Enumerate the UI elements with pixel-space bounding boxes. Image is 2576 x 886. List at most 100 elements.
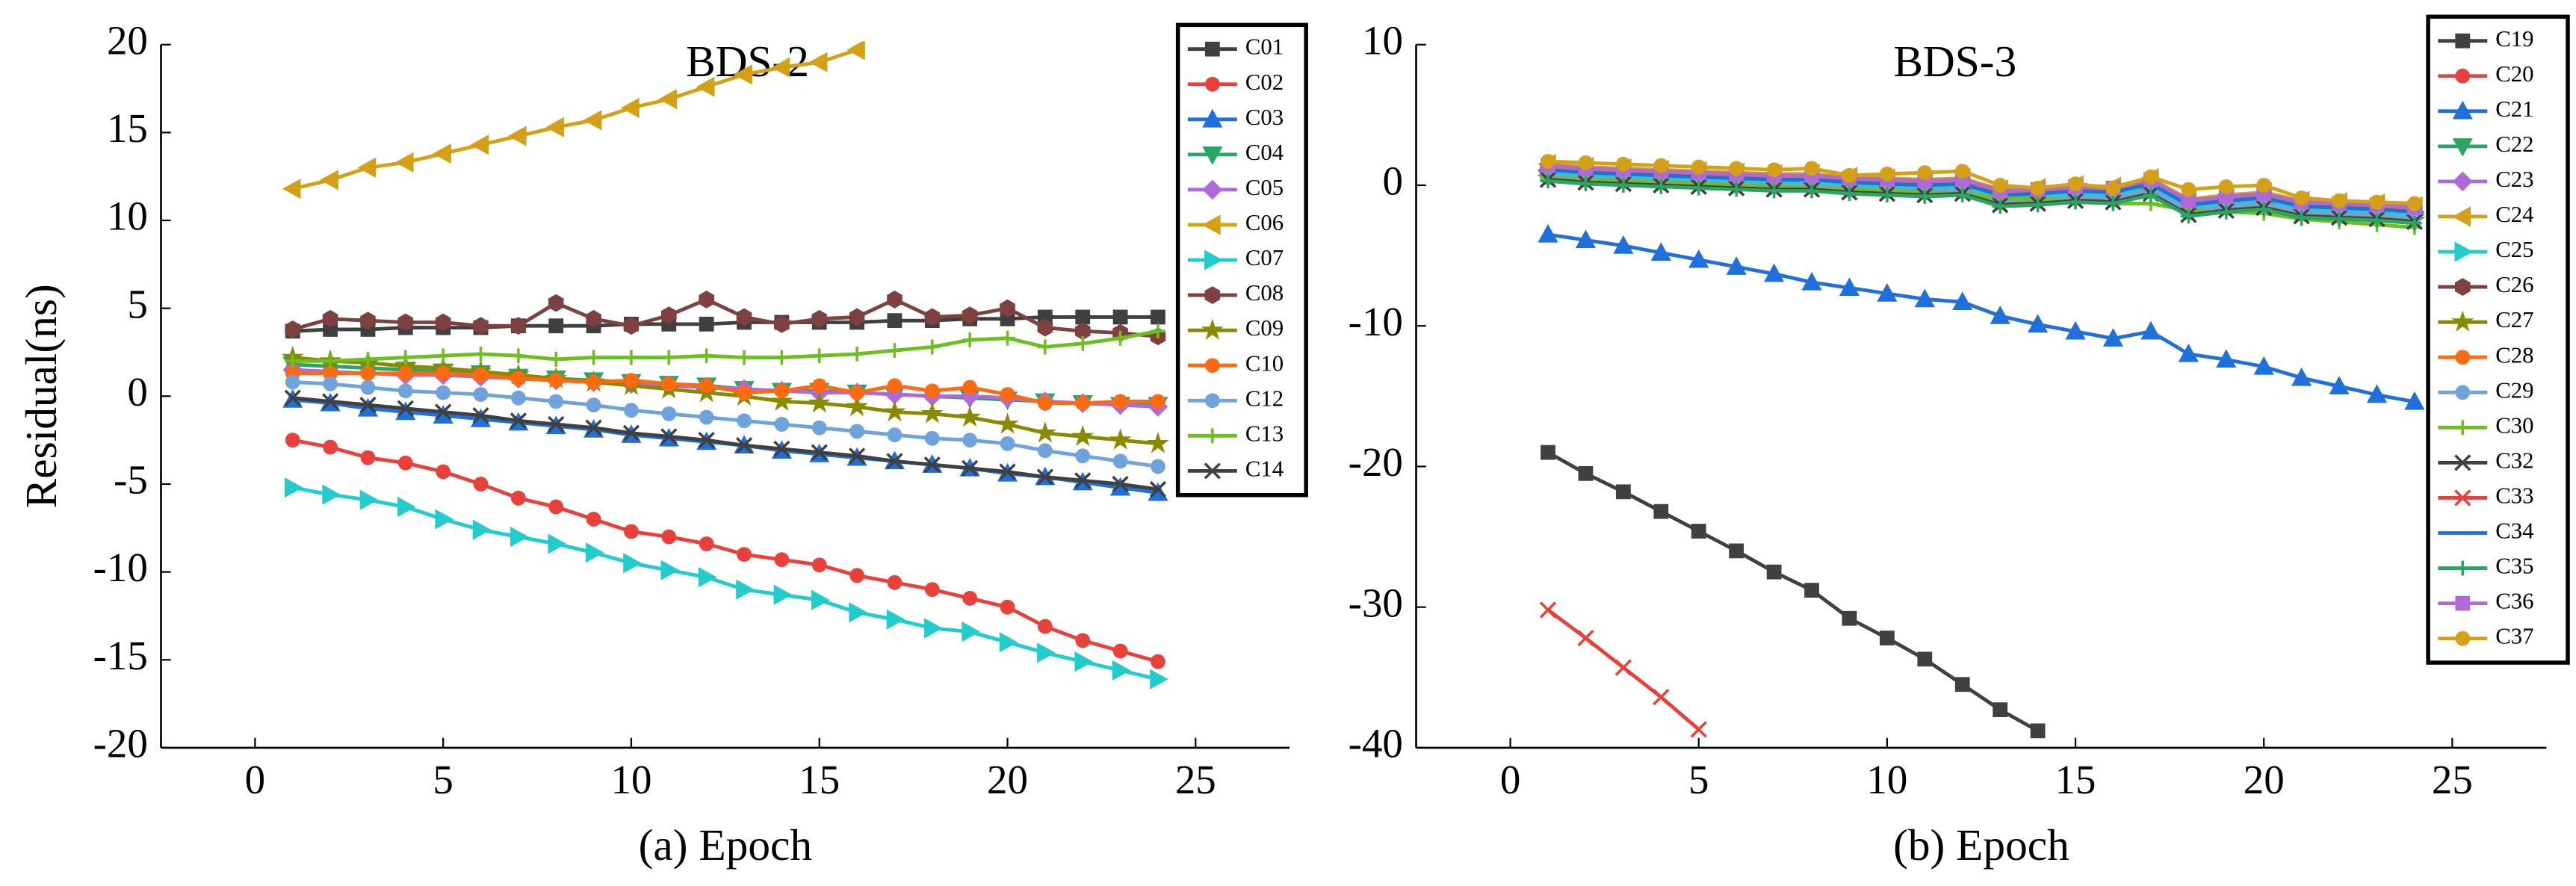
x-axis-label: (b) Epoch bbox=[1893, 820, 2069, 870]
data-point bbox=[2291, 367, 2312, 386]
legend-marker bbox=[1204, 358, 1220, 374]
data-point bbox=[397, 383, 413, 399]
data-point bbox=[661, 350, 677, 365]
data-point bbox=[1112, 475, 1129, 493]
data-point bbox=[1577, 629, 1594, 647]
y-tick-label: -10 bbox=[93, 545, 148, 590]
data-point bbox=[472, 407, 489, 424]
data-point bbox=[473, 477, 489, 492]
legend-label: C32 bbox=[2495, 447, 2533, 473]
data-point bbox=[1842, 167, 1857, 183]
data-point bbox=[811, 557, 827, 573]
data-point bbox=[846, 394, 869, 417]
data-point bbox=[2407, 196, 2422, 211]
data-point bbox=[436, 365, 451, 381]
data-point bbox=[774, 315, 790, 333]
data-point bbox=[586, 350, 601, 365]
data-point bbox=[1075, 309, 1091, 325]
data-point bbox=[397, 496, 416, 518]
legend-box bbox=[2426, 14, 2570, 665]
data-point bbox=[284, 389, 301, 406]
data-point bbox=[735, 437, 753, 454]
data-point bbox=[1150, 669, 1168, 690]
data-point bbox=[397, 313, 414, 332]
data-point bbox=[1538, 223, 1558, 243]
data-point bbox=[320, 170, 338, 190]
data-point bbox=[548, 394, 564, 409]
data-point bbox=[1729, 161, 1744, 176]
plot-area bbox=[1537, 154, 2426, 739]
legend-label: C09 bbox=[1245, 315, 1284, 341]
data-point bbox=[622, 424, 640, 442]
data-point bbox=[2216, 349, 2237, 368]
data-point bbox=[436, 348, 451, 364]
data-point bbox=[473, 317, 489, 335]
data-point bbox=[1766, 564, 1782, 580]
data-point bbox=[510, 526, 529, 548]
legend-label: C23 bbox=[2495, 167, 2533, 192]
data-point bbox=[737, 547, 752, 562]
data-point bbox=[811, 378, 827, 394]
data-point bbox=[548, 294, 564, 312]
y-axis-label: Residual(ns) bbox=[16, 284, 66, 508]
chart-panel: -40 -30 -20 -10 0 10 0 5 10 15 20 25 BDS-3 (b) Epoch C… bbox=[1349, 14, 2570, 870]
data-point bbox=[1071, 424, 1095, 447]
data-point bbox=[433, 143, 451, 164]
data-point bbox=[1151, 323, 1165, 339]
series-line bbox=[292, 396, 1159, 492]
data-point bbox=[962, 332, 978, 347]
data-point bbox=[473, 346, 489, 362]
data-point bbox=[1151, 654, 1165, 669]
legend-marker bbox=[1204, 41, 1220, 57]
legend-marker bbox=[2454, 454, 2471, 471]
data-point bbox=[1691, 524, 1706, 539]
data-point bbox=[435, 313, 451, 332]
data-point bbox=[734, 64, 752, 85]
data-point bbox=[1614, 659, 1632, 676]
legend-label: C05 bbox=[1245, 175, 1284, 200]
data-point bbox=[1112, 330, 1128, 346]
data-point bbox=[1954, 677, 1970, 693]
data-point bbox=[586, 309, 601, 328]
data-point bbox=[1074, 472, 1092, 489]
data-point bbox=[774, 383, 790, 399]
data-point bbox=[962, 459, 979, 477]
x-tick-label: 5 bbox=[433, 757, 453, 802]
data-point bbox=[1036, 468, 1054, 486]
y-tick-label: -5 bbox=[114, 457, 148, 503]
data-point bbox=[394, 152, 414, 173]
data-point bbox=[962, 306, 978, 324]
y-tick-label: -15 bbox=[93, 633, 148, 678]
data-point bbox=[397, 400, 414, 417]
data-point bbox=[470, 134, 489, 155]
data-point bbox=[737, 413, 752, 429]
data-point bbox=[1112, 453, 1128, 469]
data-point bbox=[1990, 306, 2010, 324]
data-point bbox=[773, 440, 790, 458]
data-point bbox=[1954, 164, 1970, 179]
data-point bbox=[397, 350, 413, 365]
data-point bbox=[771, 57, 790, 78]
legend-marker bbox=[1204, 428, 1220, 444]
data-point bbox=[624, 373, 639, 388]
data-point bbox=[661, 306, 677, 324]
data-point bbox=[282, 179, 301, 199]
data-point bbox=[1804, 161, 1819, 176]
data-point bbox=[661, 529, 677, 545]
data-point bbox=[920, 402, 944, 424]
data-point bbox=[849, 602, 868, 623]
data-point bbox=[698, 432, 715, 449]
data-point bbox=[585, 419, 602, 436]
data-point bbox=[811, 444, 828, 461]
data-point bbox=[2065, 320, 2086, 340]
data-point bbox=[323, 353, 338, 369]
data-point bbox=[1151, 394, 1165, 409]
data-point bbox=[1764, 263, 1785, 282]
y-tick-label: -40 bbox=[1349, 721, 1403, 766]
data-point bbox=[1000, 599, 1015, 615]
legend-label: C30 bbox=[2495, 412, 2533, 438]
data-point bbox=[624, 350, 639, 365]
data-point bbox=[322, 484, 341, 505]
